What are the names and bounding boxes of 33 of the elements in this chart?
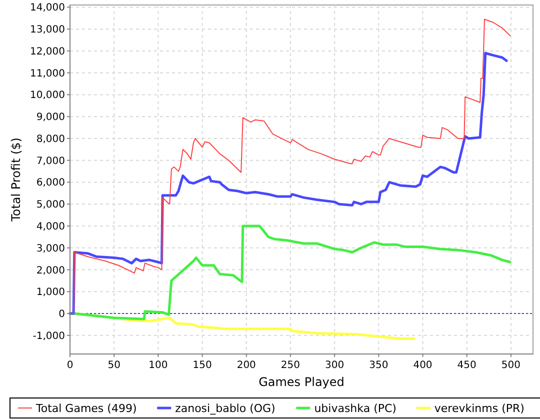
x-tick-label: 50	[108, 360, 120, 371]
legend-label: ubivashka (PC)	[314, 402, 396, 415]
y-tick-label: 9,000	[36, 112, 65, 124]
y-tick-label: 12,000	[30, 46, 65, 58]
y-tick-label: 1,000	[36, 287, 65, 298]
x-tick-label: 300	[325, 360, 344, 371]
x-tick-label: 350	[369, 360, 388, 371]
x-tick-label: 150	[192, 360, 212, 371]
x-tick-label: 250	[280, 360, 300, 371]
y-tick-label: 5,000	[36, 200, 65, 211]
x-tick-label: 0	[66, 360, 74, 371]
y-tick-label: 2,000	[36, 265, 65, 276]
y-tick-label: 10,000	[30, 90, 65, 102]
legend-label: verevkinms (PR)	[434, 402, 524, 415]
x-axis-title: Games Played	[258, 375, 344, 389]
y-tick-label: 7,000	[36, 156, 65, 167]
x-tick-label: 200	[236, 360, 256, 371]
y-tick-label: 13,000	[30, 24, 65, 36]
y-tick-label: 6,000	[36, 178, 65, 189]
y-tick-label: 11,000	[30, 68, 65, 80]
y-tick-label: 0	[58, 309, 65, 320]
x-tick-label: 100	[148, 360, 168, 371]
y-tick-label: 8,000	[36, 134, 65, 145]
x-tick-label: 500	[501, 360, 520, 371]
legend-label: zanosi_bablo (OG)	[175, 402, 276, 415]
x-tick-label: 400	[413, 360, 432, 371]
y-axis-title: Total Profit ($)	[9, 138, 23, 222]
legend-label: Total Games (499)	[35, 402, 137, 415]
x-tick-label: 450	[457, 360, 476, 371]
y-tick-label: 4,000	[36, 221, 65, 232]
y-tick-label: 14,000	[30, 2, 65, 14]
y-tick-label: 3,000	[36, 243, 65, 254]
y-tick-label: -1,000	[32, 330, 65, 342]
